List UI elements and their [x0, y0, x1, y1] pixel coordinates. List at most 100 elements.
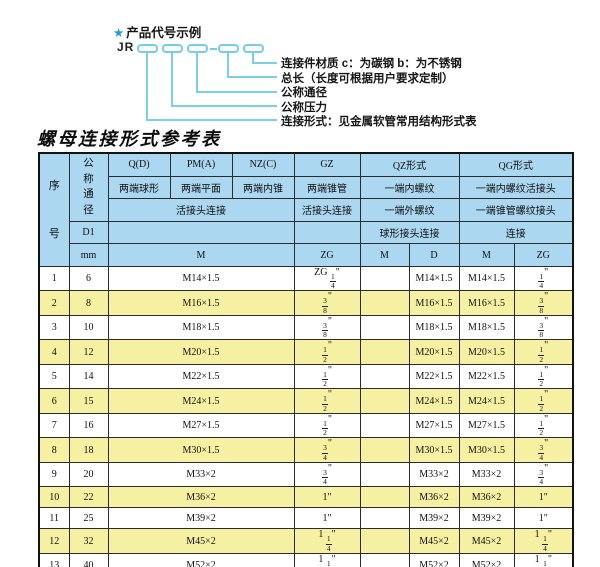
cell-qz-d: M30×1.5	[408, 437, 460, 463]
header-union-conn: 活接头连接	[107, 198, 295, 222]
cell-qg-zg: 1 2 "	[513, 363, 574, 390]
cell-qg-zg: 3 4 "	[513, 437, 574, 463]
cell-qz-d: M39×2	[408, 507, 460, 530]
cell-qg-zg: 3 8 "	[513, 290, 574, 316]
cell-gz: 3 4 "	[293, 437, 361, 463]
connector-line	[171, 105, 277, 107]
cell-qg-m: M18×1.5	[458, 314, 515, 341]
connector-line	[196, 91, 277, 93]
cell-dn: 22	[68, 486, 109, 509]
cell-gz: 1 2 "	[293, 388, 361, 414]
cell-qz-m	[359, 507, 410, 530]
header-diameter: 公称通径	[68, 152, 109, 222]
header-qg-m: M	[458, 243, 515, 267]
header-pma-desc: 两端平面	[169, 175, 233, 200]
table-row: 5 14 M22×1.5 1 2 " M22×1.5 M22×1.5 1 2 "	[38, 363, 574, 390]
table-row: 1 6 M14×1.5 ZG 1 4 " M14×1.5 M14×1.5 1 4 "	[38, 265, 574, 292]
code-box-5	[243, 44, 264, 53]
header-qg: QG形式	[458, 152, 574, 177]
cell-m: M18×1.5	[107, 314, 295, 341]
cell-qg-m: M52×2	[458, 552, 515, 567]
header-d1: D1	[68, 220, 109, 245]
cell-qg-m: M36×2	[458, 486, 515, 509]
cell-qg-m: M20×1.5	[458, 339, 515, 365]
cell-qg-m: M16×1.5	[458, 290, 515, 316]
cell-qg-zg: 1"	[513, 486, 574, 509]
cell-dn: 14	[68, 363, 109, 390]
cell-m: M22×1.5	[107, 363, 295, 390]
header-seq: 序号	[38, 152, 70, 267]
cell-qg-zg: 1 2 "	[513, 412, 574, 439]
table-row: 4 12 M20×1.5 1 2 " M20×1.5 M20×1.5 1 2 "	[38, 339, 574, 365]
cell-qz-d: M24×1.5	[408, 388, 460, 414]
cell-qz-m	[359, 437, 410, 463]
connector-line	[146, 53, 148, 121]
cell-qz-d: M18×1.5	[408, 314, 460, 341]
cell-gz: 3 8 "	[293, 314, 361, 341]
cell-qg-m: M30×1.5	[458, 437, 515, 463]
table-row: 3 10 M18×1.5 3 8 " M18×1.5 M18×1.5 3 8 "	[38, 314, 574, 341]
cell-seq: 2	[38, 290, 70, 316]
table-row: 10 22 M36×2 1" M36×2 M36×2 1"	[38, 486, 574, 509]
star-icon: ★	[113, 26, 125, 40]
cell-seq: 9	[38, 461, 70, 488]
cell-m: M36×2	[107, 486, 295, 509]
cell-m: M33×2	[107, 461, 295, 488]
cell-qg-m: M33×2	[458, 461, 515, 488]
cell-qz-m	[359, 528, 410, 554]
diagram-label-length: 总长（长度可根据用户要求定制）	[281, 73, 454, 85]
header-qz-conn: 球形接头连接	[359, 220, 460, 245]
code-box-3	[187, 44, 208, 53]
cell-qz-m	[359, 363, 410, 390]
diagram-label-material: 连接件材质 c：为碳钢 b：为不锈钢	[281, 58, 462, 70]
code-box-1	[137, 44, 158, 53]
cell-qg-zg: 1 4 "	[513, 265, 574, 292]
header-gz-conn: 活接头连接	[293, 198, 361, 222]
header-qg-zg: ZG	[513, 243, 574, 267]
cell-m: M14×1.5	[107, 265, 295, 292]
header-zg-main: ZG	[293, 243, 361, 267]
cell-qg-m: M14×1.5	[458, 265, 515, 292]
cell-m: M45×2	[107, 528, 295, 554]
cell-qz-m	[359, 412, 410, 439]
code-box-2	[162, 44, 183, 53]
cell-gz: ZG 1 4 "	[293, 265, 361, 292]
cell-qg-m: M39×2	[458, 507, 515, 530]
cell-qz-d: M22×1.5	[408, 363, 460, 390]
header-gz: GZ	[293, 152, 361, 177]
cell-dn: 8	[68, 290, 109, 316]
header-qz: QZ形式	[359, 152, 460, 177]
cell-seq: 3	[38, 314, 70, 341]
header-qg-desc2: 一端锥管螺纹接头	[458, 198, 574, 222]
cell-qz-d: M52×2	[408, 552, 460, 567]
connector-line	[252, 53, 254, 64]
cell-qz-m	[359, 314, 410, 341]
cell-qz-m	[359, 486, 410, 509]
cell-seq: 13	[38, 552, 70, 567]
table-row: 2 8 M16×1.5 3 8 " M16×1.5 M16×1.5 3 8 "	[38, 290, 574, 316]
cell-dn: 32	[68, 528, 109, 554]
cell-gz: 1"	[293, 486, 361, 509]
diagram-label-connform: 连接形式：见金属软管常用结构形式表	[281, 116, 477, 128]
table-row: 11 25 M39×2 1" M39×2 M39×2 1"	[38, 507, 574, 530]
cell-qg-zg: 1 12"	[513, 552, 574, 567]
cell-gz: 1 12"	[293, 552, 361, 567]
header-m-main: M	[107, 243, 295, 267]
cell-m: M20×1.5	[107, 339, 295, 365]
cell-gz: 3 8 "	[293, 290, 361, 316]
table-row: 12 32 M45×2 1 1 4 " M45×2 M45×2 1 1 4 "	[38, 528, 574, 554]
header-qd: Q(D)	[107, 152, 171, 177]
cell-qg-zg: 3 8 "	[513, 314, 574, 341]
cell-seq: 6	[38, 388, 70, 414]
header-empty	[107, 220, 295, 245]
cell-qg-m: M45×2	[458, 528, 515, 554]
cell-qg-zg: 1 2 "	[513, 339, 574, 365]
header-gz-desc: 两端锥管	[293, 175, 361, 200]
table-row: 9 20 M33×2 3 4 " M33×2 M33×2 3 4 "	[38, 461, 574, 488]
cell-seq: 1	[38, 265, 70, 292]
cell-qg-m: M22×1.5	[458, 363, 515, 390]
cell-seq: 5	[38, 363, 70, 390]
cell-qg-zg: 1 2 "	[513, 388, 574, 414]
cell-qg-m: M27×1.5	[458, 412, 515, 439]
